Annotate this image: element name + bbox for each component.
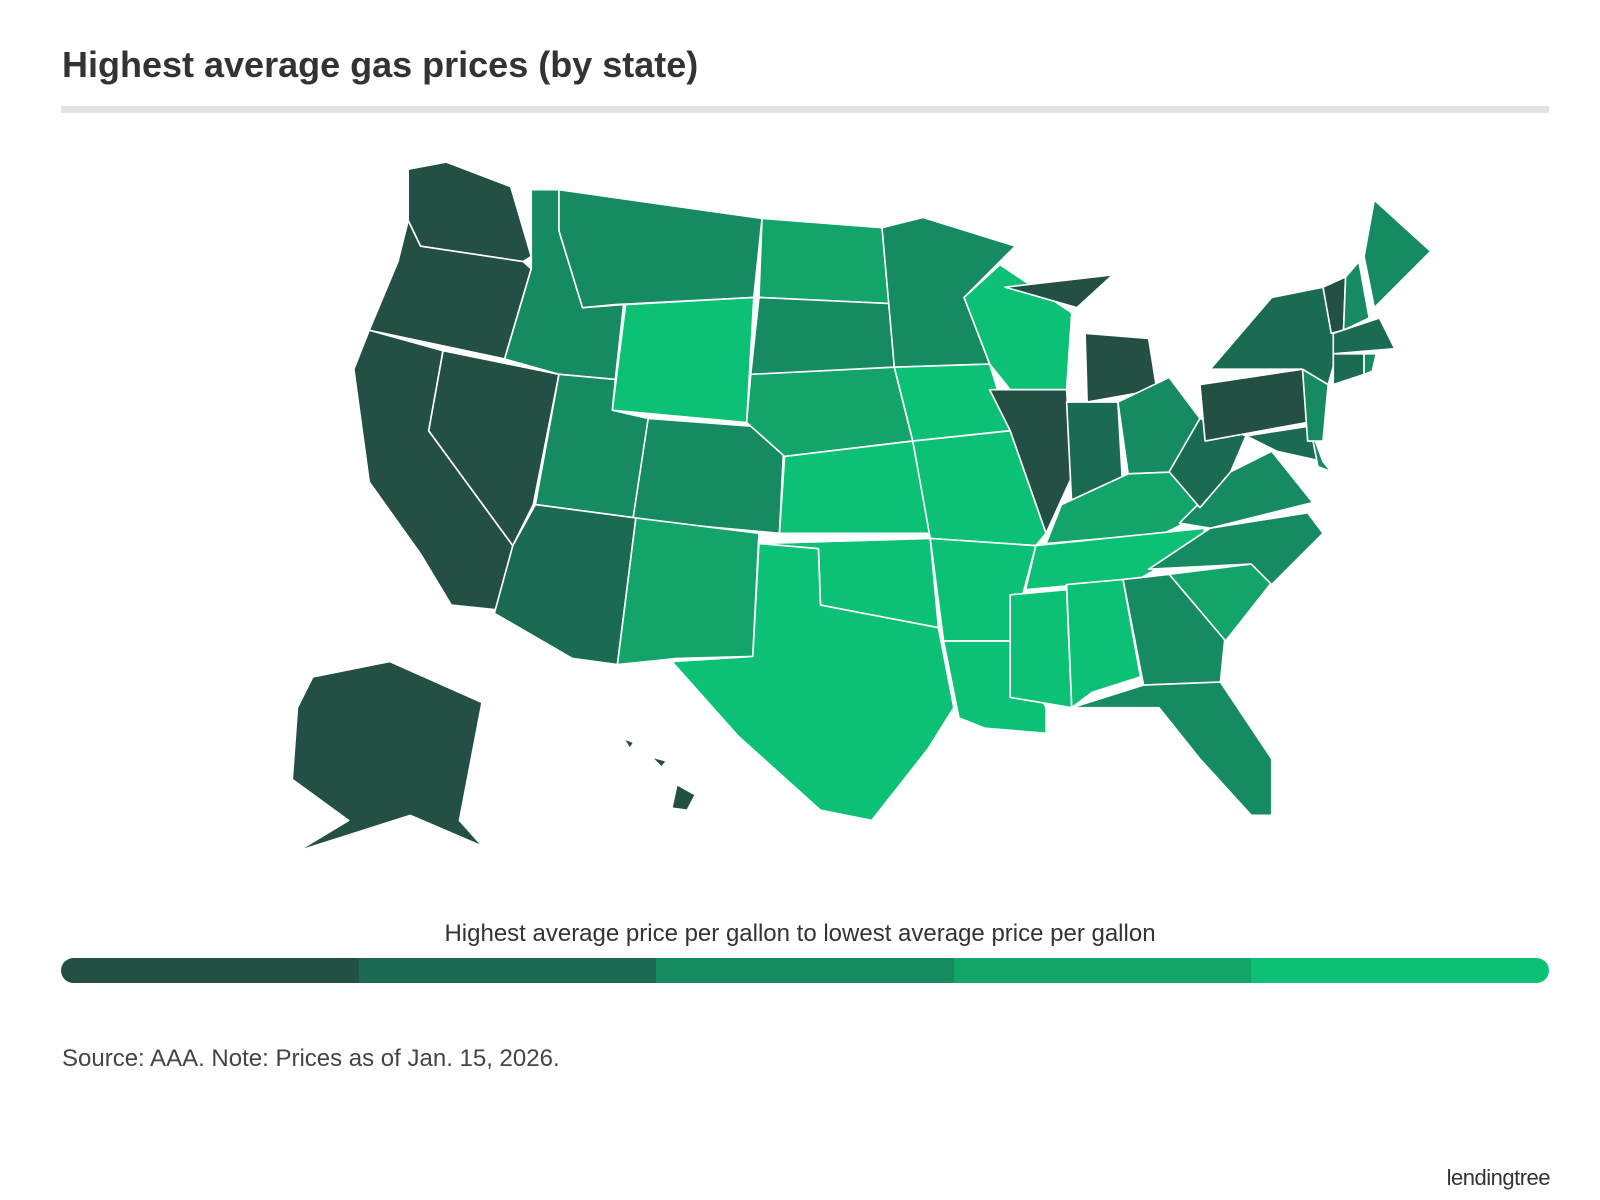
state (1070, 681, 1273, 817)
brand-logo: lendingtree (1446, 1165, 1551, 1190)
legend-bar (61, 958, 1549, 983)
state (1009, 588, 1073, 709)
state (622, 737, 635, 750)
legend-label: Highest average price per gallon to lowe… (444, 920, 1156, 947)
state (1342, 260, 1370, 332)
state (1332, 317, 1396, 355)
state (1332, 353, 1365, 386)
state (1363, 199, 1432, 309)
state (778, 440, 932, 535)
legend-swatch (61, 958, 359, 983)
state (1309, 427, 1333, 473)
state (616, 517, 760, 666)
state (893, 363, 1012, 442)
legend-swatch (953, 958, 1252, 983)
state (291, 660, 530, 899)
state (1004, 274, 1114, 309)
legend-swatch (1251, 958, 1549, 983)
state (611, 296, 755, 424)
source-note: Source: AAA. Note: Prices as of Jan. 15,… (62, 1045, 560, 1072)
state (1065, 578, 1142, 709)
legend-swatch (656, 958, 954, 983)
state (911, 429, 1047, 547)
state (1122, 573, 1227, 686)
legend-swatch (358, 958, 657, 983)
us-map (291, 161, 1432, 899)
state (670, 783, 697, 812)
state (427, 349, 560, 547)
state (670, 542, 955, 822)
title: Highest average gas prices (by state) (62, 44, 699, 85)
state (988, 388, 1073, 535)
title-rule (61, 106, 1549, 113)
state (1363, 353, 1378, 376)
state (1168, 417, 1247, 509)
state (758, 217, 892, 305)
state (745, 366, 914, 458)
state (1209, 286, 1340, 386)
state (650, 756, 668, 768)
state (558, 188, 763, 309)
